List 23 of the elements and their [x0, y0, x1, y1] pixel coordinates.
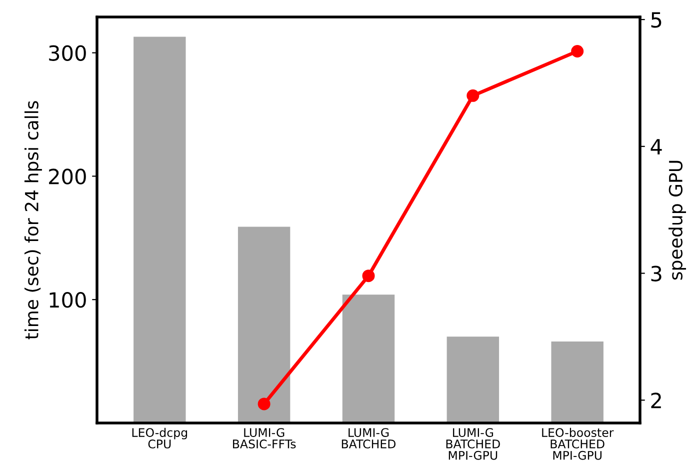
y-axis-title: time (sec) for 24 hpsi calls [24, 101, 42, 340]
y-tick-label: 300 [49, 45, 86, 61]
y2-axis-title: speedup GPU [668, 160, 686, 280]
x-tick-label: LEO-dcpg CPU [132, 428, 188, 448]
x-tick-label: LEO-booster BATCHED MPI-GPU [542, 428, 614, 460]
y2-tick-label: 5 [651, 12, 662, 28]
y-tick-label: 200 [49, 168, 86, 184]
bar [342, 294, 395, 423]
point [571, 45, 584, 58]
bar [238, 226, 290, 423]
point [362, 270, 375, 282]
y-tick-label: 100 [50, 292, 86, 308]
y2-tick-label: 4 [650, 139, 662, 154]
x-tick-label: LUMI-G BATCHED MPI-GPU [446, 428, 500, 460]
x-tick-label: LUMI-G BASIC-FFTs [233, 428, 296, 448]
bar [551, 342, 604, 423]
y2-tick-label: 3 [651, 266, 662, 282]
bar [134, 36, 186, 423]
x-tick-label: LUMI-G BATCHED [342, 428, 396, 448]
point [466, 89, 480, 102]
bar [446, 336, 500, 423]
y2-tick-label: 2 [651, 392, 661, 408]
point [258, 398, 270, 410]
